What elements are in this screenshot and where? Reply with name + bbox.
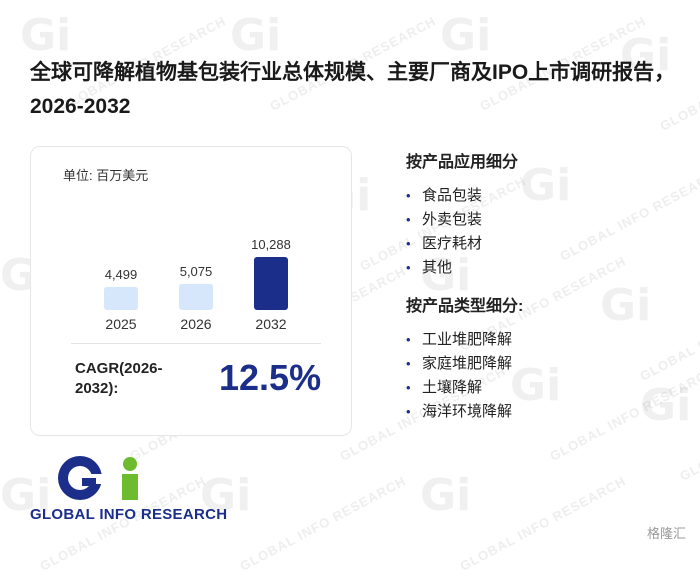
bar-2026 — [179, 283, 213, 310]
list-item: 海洋环境降解 — [406, 400, 523, 424]
logo-i-stem — [122, 474, 138, 500]
segment-heading: 按产品类型细分: — [406, 298, 524, 315]
logo-text: GLOBAL INFO RESEARCH — [30, 506, 228, 523]
list-item: 其他 — [406, 256, 518, 280]
logo-i-dot — [123, 457, 137, 471]
list-item: 外卖包装 — [406, 208, 518, 232]
list-item: 工业堆肥降解 — [406, 328, 523, 352]
watermark-logo: Gi — [440, 10, 492, 61]
value-label-2026: 5,075 — [180, 264, 213, 279]
watermark-text: GLOBAL INFO RESEARCH — [457, 473, 629, 574]
bar-chart: 4,499 2025 5,075 2026 10,288 2032 — [104, 237, 291, 332]
watermark-logo: Gi — [230, 10, 282, 61]
cagr-value: 12.5% — [219, 357, 322, 398]
list-item: 食品包装 — [406, 184, 518, 208]
segment-list: 工业堆肥降解 家庭堆肥降解 土壤降解 海洋环境降解 — [406, 328, 523, 424]
watermark-text: GLOBAL INFO RESEARCH — [237, 473, 409, 574]
category-label-2025: 2025 — [105, 316, 136, 332]
company-logo — [58, 456, 138, 500]
watermark-logo: Gi — [420, 470, 472, 521]
list-item: 医疗耗材 — [406, 232, 518, 256]
watermark-logo: Gi — [640, 380, 692, 431]
watermark-logo: Gi — [600, 280, 652, 331]
category-label-2032: 2032 — [255, 316, 286, 332]
list-item: 家庭堆肥降解 — [406, 352, 523, 376]
bar-2025 — [104, 286, 138, 310]
value-label-2025: 4,499 — [105, 267, 138, 282]
cagr-label: CAGR(2026-2032): — [75, 360, 163, 397]
divider — [71, 343, 321, 344]
value-label-2032: 10,288 — [251, 237, 291, 252]
segment-type: 按产品类型细分: 工业堆肥降解 家庭堆肥降解 土壤降解 海洋环境降解 — [406, 292, 523, 424]
segment-application: 按产品应用细分 食品包装 外卖包装 医疗耗材 其他 — [406, 148, 518, 280]
watermark-logo: Gi — [520, 160, 572, 211]
watermark-text: GLOBAL INFO RESEARCH — [557, 163, 700, 264]
page-title: 全球可降解植物基包装行业总体规模、主要厂商及IPO上市调研报告，2026-203… — [30, 61, 676, 118]
market-size-card: 单位: 百万美元 4,499 2025 5,075 2026 10,288 2032 CA… — [30, 146, 352, 436]
unit-label: 单位: 百万美元 — [63, 168, 149, 183]
watermark-logo: Gi — [20, 10, 72, 61]
bar-2032 — [254, 257, 288, 310]
watermark-text: GLOBAL INFO RESEARCH — [637, 283, 700, 384]
segment-list: 食品包装 外卖包装 医疗耗材 其他 — [406, 184, 518, 280]
watermark-text: GLOBAL INFO RESEARCH — [677, 383, 700, 484]
list-item: 土壤降解 — [406, 376, 523, 400]
watermark-text: GLOBAL INFO RESEARCH — [547, 363, 700, 464]
source-watermark: 格隆汇 — [646, 526, 686, 541]
category-label-2026: 2026 — [180, 316, 211, 332]
segment-heading: 按产品应用细分 — [406, 154, 519, 171]
